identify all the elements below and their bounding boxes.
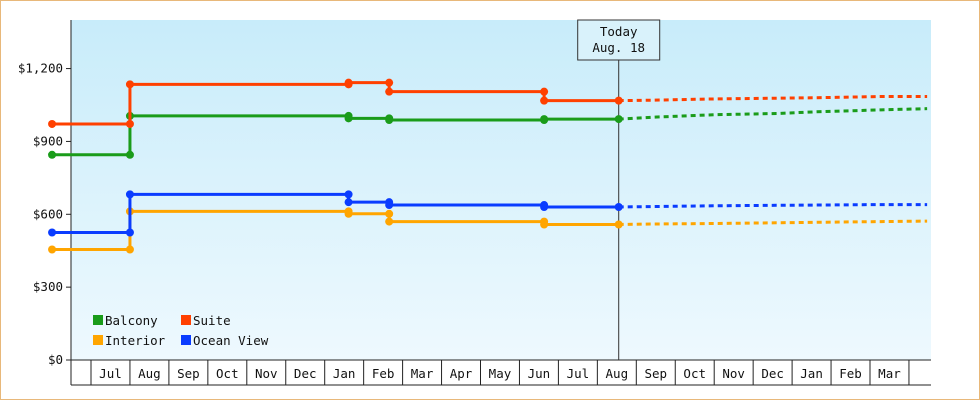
interior-point [385,209,394,218]
interior-point [540,220,549,229]
interior-point [125,245,134,254]
interior-legend-swatch [93,335,103,345]
x-tick-label: Sep [644,366,667,381]
x-tick-label: Nov [722,366,745,381]
balcony-point [48,150,57,159]
balcony-point [344,114,353,123]
interior-point [385,217,394,226]
x-tick-label: Nov [255,366,278,381]
ocean-view-point [344,198,353,207]
today-box [577,19,661,61]
ocean-view-point [125,228,134,237]
ocean-view-point [385,201,394,210]
y-tick-label: $1,200 [18,61,63,76]
x-tick-label: Oct [216,366,239,381]
suite-point [614,96,623,105]
y-tick-label: $0 [48,352,63,367]
balcony-legend-swatch [93,315,103,325]
x-tick-label: Jul [567,366,590,381]
x-tick-label: Feb [372,366,395,381]
interior-point [344,209,353,218]
x-tick-label: Mar [878,366,901,381]
x-tick-label: Jan [333,366,356,381]
ocean-view-legend-label: Ocean View [193,333,269,348]
x-tick-label: Oct [683,366,706,381]
ocean-view-point [540,203,549,211]
ocean-view-point [125,190,134,199]
suite-forecast-line [618,95,928,103]
x-tick-label: Dec [294,366,317,381]
balcony-point [385,116,394,125]
x-tick-label: Jun [528,366,551,381]
suite-point [385,87,394,96]
interior-point [614,220,623,229]
suite-point [125,80,134,89]
interior-forecast-line [618,219,928,226]
today-date: Aug. 18 [592,40,645,55]
suite-point [540,96,549,105]
ocean-view-point [48,228,57,237]
x-tick-label: Mar [411,366,434,381]
y-tick-label: $600 [33,206,63,221]
interior-legend-label: Interior [105,333,166,348]
today-label: Today [600,24,638,39]
ocean-view-legend-swatch [181,335,191,345]
x-tick-label: May [489,366,512,381]
ocean-view-point [614,203,623,211]
x-tick-label: Feb [839,366,862,381]
x-tick-label: Jan [800,366,823,381]
balcony-point [125,150,134,159]
ocean-view-point [344,190,353,199]
balcony-point [614,115,623,124]
interior-point [48,245,57,254]
suite-legend-swatch [181,315,191,325]
suite-point [385,78,394,87]
x-tick-label: Sep [177,366,200,381]
ocean-view-forecast-line [618,203,928,209]
x-tick-label: Dec [761,366,784,381]
x-tick-label: Apr [450,366,473,381]
balcony-forecast-line [618,107,928,121]
x-tick-label: Jul [99,366,122,381]
suite-point [125,119,134,128]
suite-point [344,78,353,87]
balcony-legend-label: Balcony [105,313,158,328]
y-tick-label: $300 [33,279,63,294]
x-tick-label: Aug [138,366,161,381]
suite-point [540,87,549,96]
balcony-point [540,115,549,124]
x-tick-label: Aug [606,366,629,381]
plot-background [71,20,931,360]
suite-point [48,119,57,128]
y-tick-label: $900 [33,133,63,148]
suite-legend-label: Suite [193,313,231,328]
suite-history-line [52,81,619,126]
